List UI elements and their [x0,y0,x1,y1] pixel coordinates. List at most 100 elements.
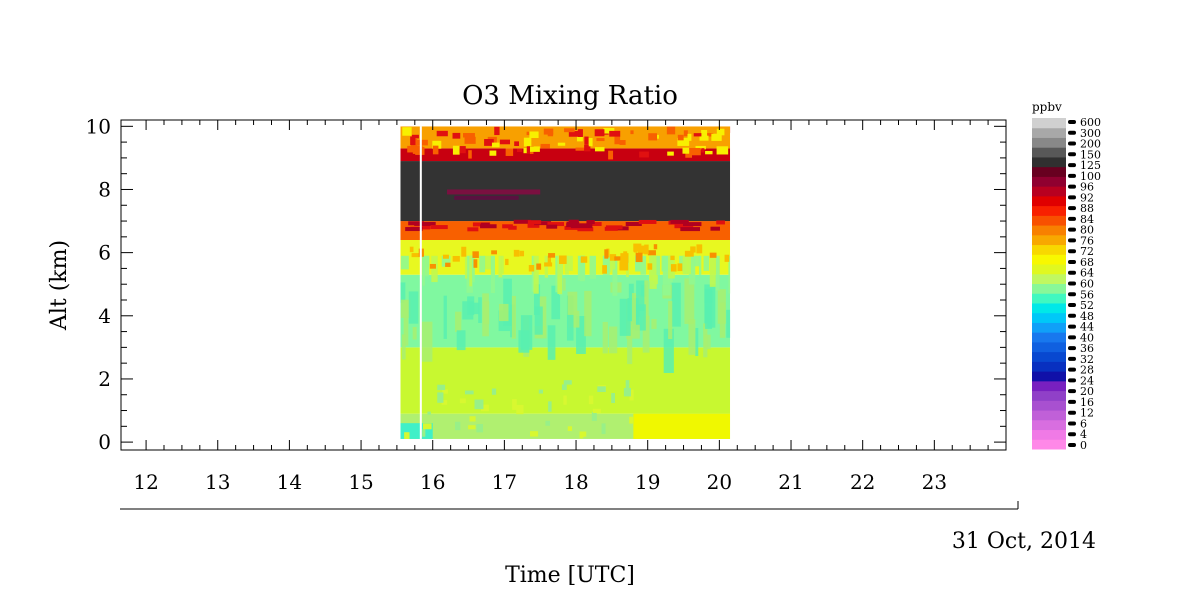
ozone-texture [462,301,474,320]
ozone-texture [608,326,618,354]
ozone-texture [412,145,423,154]
ozone-texture [594,129,605,137]
ozone-texture [588,395,594,405]
colorbar-tick-mark [1068,120,1076,124]
colorbar-swatch [1032,439,1066,450]
y-axis: 0 2 4 6 8 10 [86,114,1006,454]
ozone-texture [709,252,717,258]
ozone-texture [411,253,421,258]
ozone-texture [677,134,684,141]
ozone-data-region [400,126,731,439]
ozone-texture [505,258,509,266]
colorbar-swatch [1032,302,1066,314]
ozone-texture [612,255,618,296]
colorbar-label: 300 [1080,127,1101,140]
ozone-texture [512,399,517,410]
ozone-texture [635,252,643,263]
ozone-texture [671,282,681,327]
colorbar-tick-mark [1068,216,1076,221]
colorbar-swatch [1032,361,1066,372]
ozone-texture [459,398,466,404]
colorbar-label: 16 [1080,396,1094,409]
colorbar-label: 600 [1080,116,1101,129]
ozone-texture [483,255,493,270]
colorbar-label: 150 [1080,148,1101,161]
ozone-texture [445,262,451,267]
ozone-layer-top [400,126,731,149]
y-tick-label: 4 [98,304,111,328]
ozone-texture [508,225,517,230]
colorbar-swatch [1032,234,1066,246]
ozone-texture [409,246,414,253]
ozone-texture [730,126,731,133]
ozone-texture [627,321,633,365]
ozone-texture [609,254,617,261]
ozone-texture [703,255,710,271]
x-tick-label: 19 [635,470,660,494]
ozone-texture [620,253,629,263]
x-tick-label: 23 [922,470,947,494]
ozone-texture [619,140,626,145]
ozone-texture [566,295,574,341]
colorbar-label: 4 [1080,428,1087,441]
y-tick-label: 2 [98,367,111,391]
ozone-texture [546,224,558,229]
ozone-texture [705,150,713,155]
ozone-texture [557,142,566,146]
colorbar-label: 80 [1080,224,1094,237]
ozone-texture [695,145,706,150]
colorbar-swatch [1032,147,1066,158]
colorbar-label: 20 [1080,385,1094,398]
ozone-texture [441,400,448,405]
data-gap-line [419,126,422,439]
x-tick-label: 20 [707,470,732,494]
ozone-texture [513,219,532,224]
ozone-texture [623,387,632,397]
colorbar-swatch [1032,283,1066,294]
ozone-texture [629,389,634,401]
ozone-texture [575,147,585,151]
ozone-texture [724,254,730,262]
colorbar-label: 88 [1080,202,1094,215]
ozone-texture [701,148,705,153]
y-tick-label: 10 [86,114,111,138]
ozone-texture [717,289,726,324]
ozone-texture [634,304,646,331]
ozone-texture [577,129,583,137]
ozone-texture [716,220,725,225]
ozone-texture [442,389,448,394]
ozone-texture [614,135,621,145]
ozone-texture [534,221,552,226]
ozone-texture [576,316,586,354]
ozone-texture [608,150,614,160]
ozone-texture [480,404,489,412]
ozone-texture [437,384,446,391]
colorbar-swatch [1032,205,1066,216]
ozone-texture [527,220,542,225]
ozone-texture [597,386,606,392]
colorbar-label: 68 [1080,256,1094,269]
ozone-texture [647,263,653,270]
ozone-texture [667,151,674,156]
ozone-texture [469,255,473,287]
y-tick-label: 6 [98,241,111,265]
colorbar-label: 48 [1080,310,1094,323]
x-tick-label: 18 [563,470,588,494]
ozone-texture [677,263,683,272]
ozone-texture [653,244,658,250]
ozone-texture [702,133,714,137]
ozone-texture [584,290,592,337]
ozone-texture [511,295,516,339]
ozone-texture [467,227,479,232]
colorbar-label: 24 [1080,374,1094,387]
ozone-texture [601,423,606,435]
ozone-texture [607,255,616,270]
ozone-texture [709,255,716,287]
ozone-texture [534,306,543,335]
ozone-texture [431,255,438,283]
ozone-texture [648,133,658,141]
colorbar-swatch [1032,322,1066,333]
colorbar-tick-mark [1068,410,1076,415]
ozone-texture [514,141,519,147]
colorbar-swatch [1032,264,1066,275]
